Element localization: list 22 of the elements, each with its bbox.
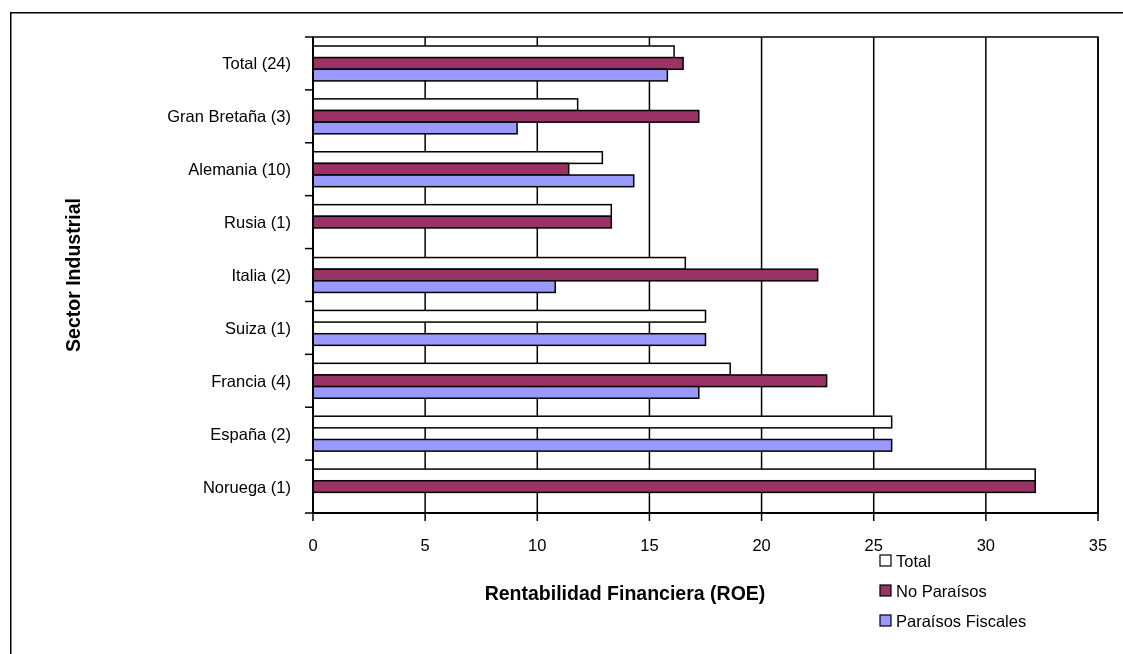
x-tick-label: 10 bbox=[528, 536, 547, 554]
x-axis-title: Rentabilidad Financiera (ROE) bbox=[484, 582, 766, 604]
legend-label: Total bbox=[896, 552, 931, 570]
y-tick-label: España (2) bbox=[210, 424, 291, 443]
legend-label: No Paraísos bbox=[896, 582, 987, 600]
y-tick-label: Suiza (1) bbox=[224, 318, 291, 337]
x-tick-label: 35 bbox=[1088, 536, 1108, 554]
y-tick-label: Gran Bretaña (3) bbox=[167, 107, 291, 126]
legend-label: Paraísos Fiscales bbox=[896, 612, 1027, 630]
y-axis-title: Sector Industrial bbox=[62, 198, 84, 352]
x-tick-label: 25 bbox=[864, 536, 883, 554]
x-tick-label: 0 bbox=[308, 536, 318, 554]
y-tick-label: Francia (4) bbox=[211, 371, 291, 390]
y-tick-label: Italia (2) bbox=[231, 266, 291, 284]
y-tick-label: Rusia (1) bbox=[224, 213, 291, 232]
y-tick-label: Total (24) bbox=[222, 54, 291, 73]
x-tick-label: 20 bbox=[752, 536, 771, 554]
y-tick-label: Noruega (1) bbox=[202, 477, 291, 496]
x-tick-label: 15 bbox=[640, 536, 659, 554]
x-tick-label: 30 bbox=[976, 536, 996, 554]
x-tick-label: 5 bbox=[420, 536, 430, 554]
y-tick-label: Alemania (10) bbox=[188, 160, 291, 179]
